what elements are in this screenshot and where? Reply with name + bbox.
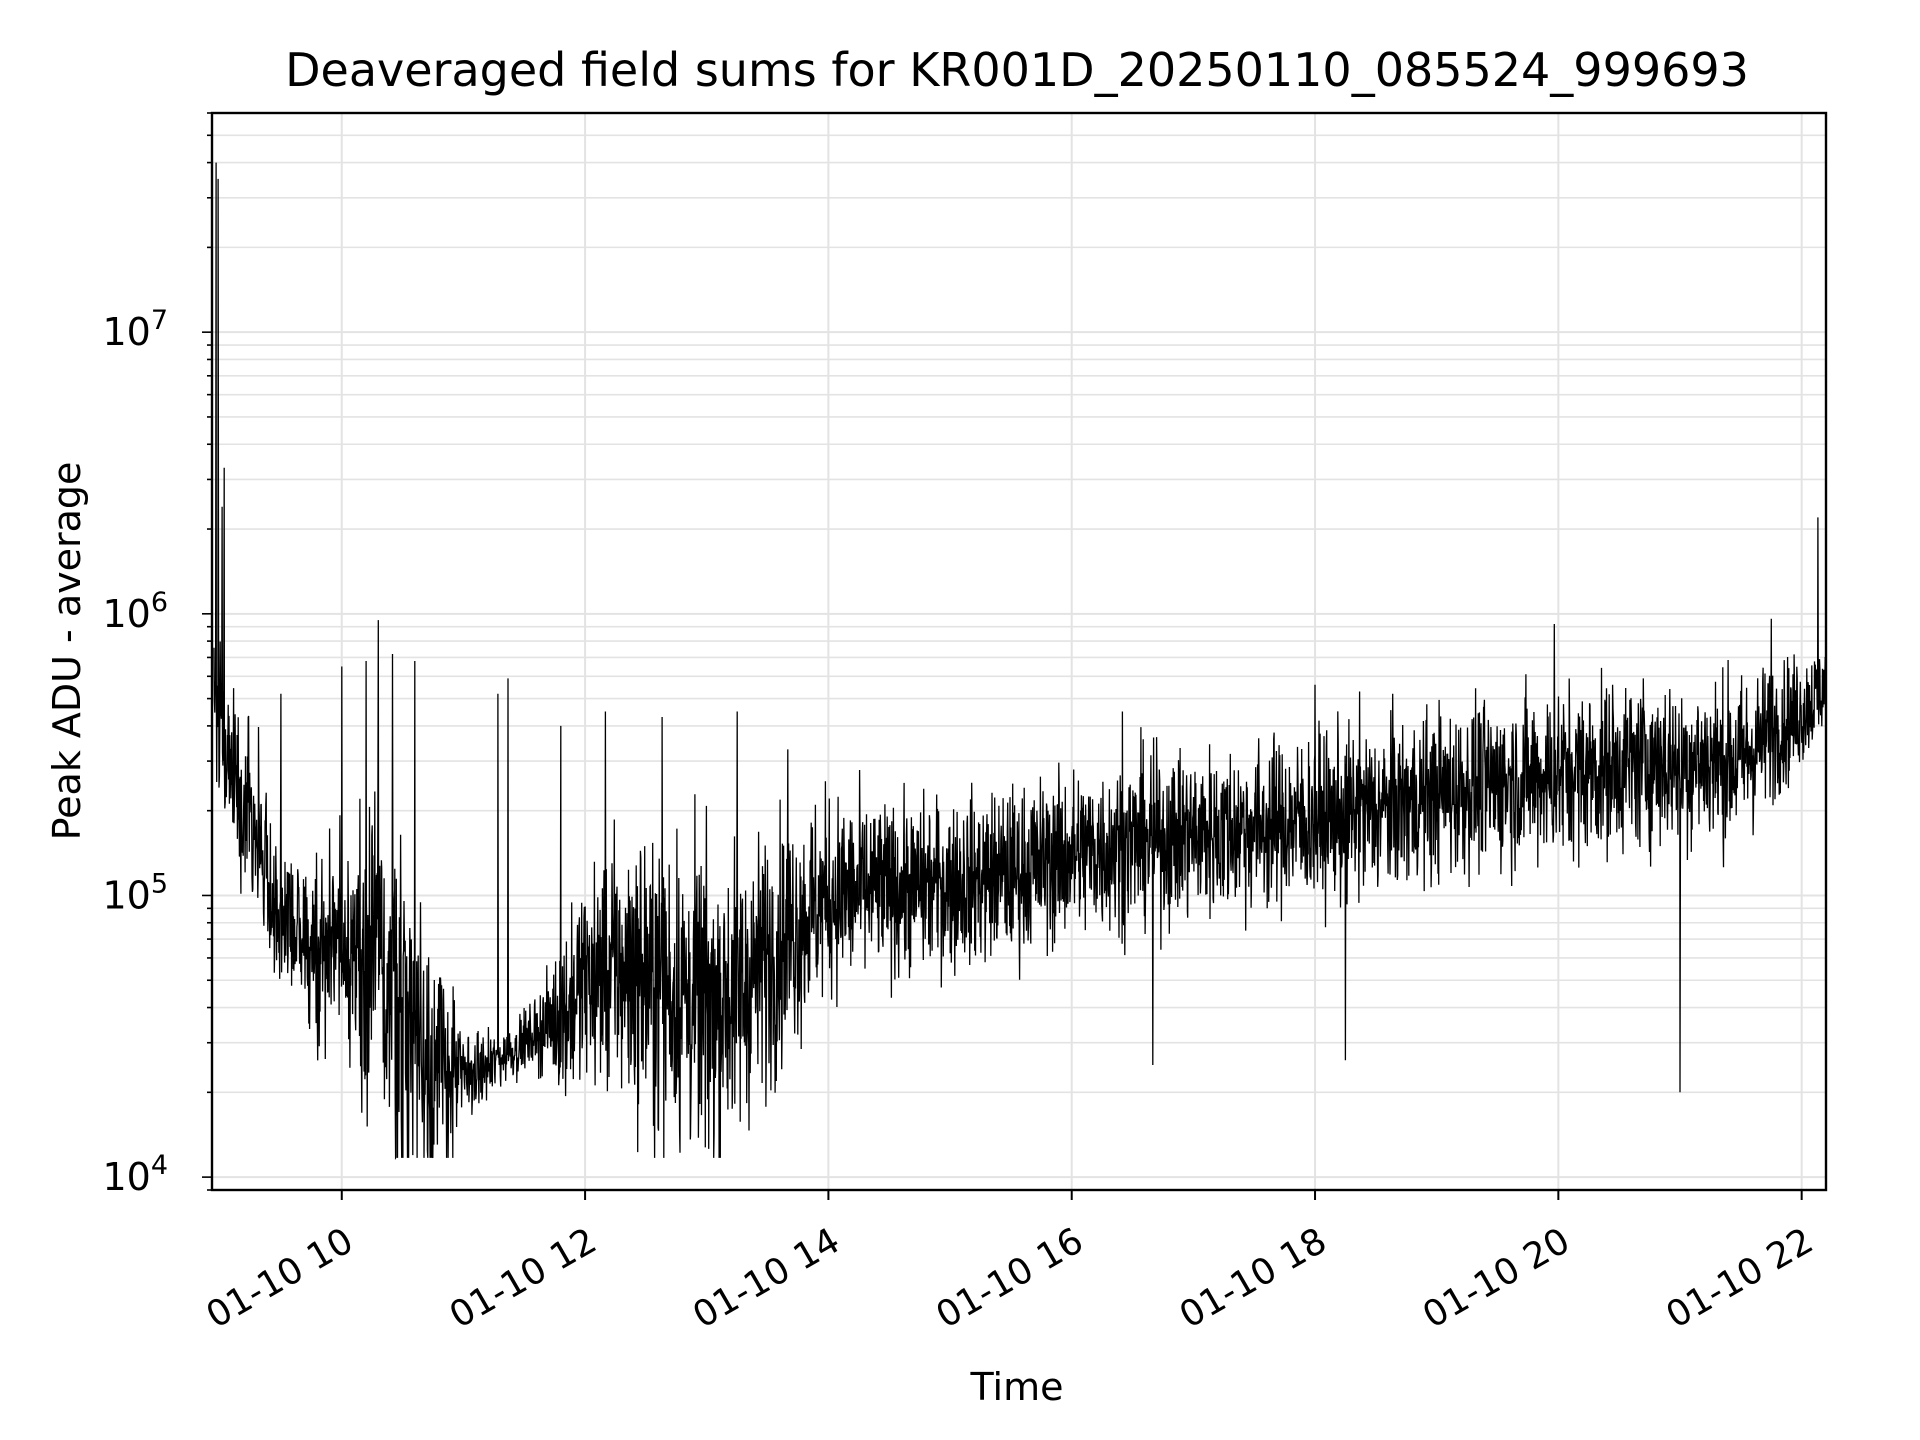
y-tick-label: 107 <box>102 305 168 354</box>
chart-title: Deaveraged field sums for KR001D_2025011… <box>285 43 1749 97</box>
y-tick-label: 104 <box>102 1150 168 1199</box>
data-series-line <box>213 162 1827 1161</box>
y-tick-label: 106 <box>102 587 168 636</box>
y-tick-label: 105 <box>102 868 168 917</box>
x-axis-label: Time <box>970 1365 1064 1409</box>
y-axis: 104 105 106 107 <box>102 112 212 1199</box>
y-axis-label: Peak ADU - average <box>45 462 89 841</box>
axes-frame <box>210 111 1828 1192</box>
plot-area <box>213 162 1827 1161</box>
